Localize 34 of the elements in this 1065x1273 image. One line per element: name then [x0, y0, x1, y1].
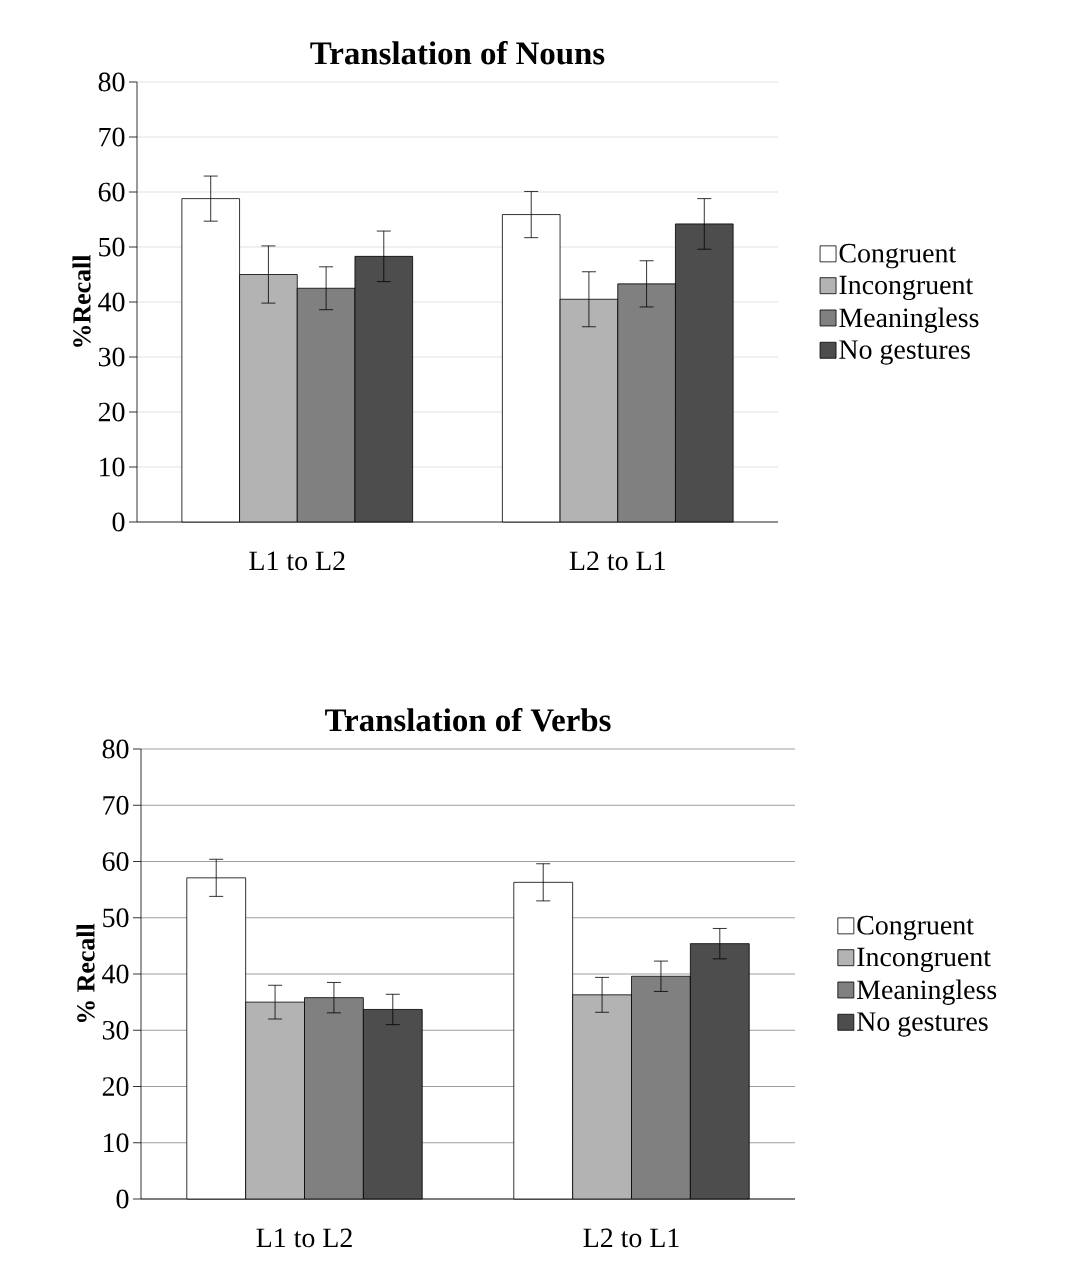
x-tick-label: L1 to L2	[249, 551, 345, 571]
chart-title: Translation of Nouns	[310, 40, 605, 65]
y-tick-label: 50	[103, 908, 129, 928]
y-tick-label: 50	[99, 237, 125, 257]
y-tick-label: 60	[98, 182, 125, 202]
y-tick-label: 10	[104, 1133, 129, 1153]
legend-label: Meaningless	[839, 307, 979, 333]
y-tick-label: 20	[102, 1077, 129, 1096]
y-tick-label: 10	[100, 457, 125, 477]
y-tick-label: 0	[112, 512, 125, 532]
legend-label: Congruent	[857, 915, 974, 941]
legend-label: Incongruent	[839, 275, 974, 301]
x-tick-label: L1 to L2	[256, 1228, 352, 1248]
y-tick-label: 30	[102, 1020, 129, 1040]
legend-label: Congruent	[839, 243, 957, 269]
legend-label: Meaningless	[857, 979, 997, 1005]
x-tick-label: L2 to L1	[583, 1228, 679, 1248]
y-tick-label: 80	[102, 739, 129, 759]
y-tick-label: 70	[99, 127, 125, 147]
y-tick-label: 70	[103, 795, 129, 815]
y-tick-label: 20	[98, 402, 125, 422]
chart-title: Translation of Verbs	[325, 707, 611, 732]
legend-label: No gestures	[857, 1012, 988, 1037]
legend-label: No gestures	[839, 340, 970, 365]
y-tick-label: 40	[98, 292, 125, 312]
y-tick-label: 0	[116, 1189, 129, 1209]
legend-label: Incongruent	[857, 947, 991, 973]
x-tick-label: L2 to L1	[569, 551, 665, 571]
y-tick-label: 40	[102, 964, 129, 984]
y-axis-title: %Recall	[72, 254, 91, 347]
y-axis-title: % Recall	[76, 923, 95, 1023]
y-tick-label: 60	[102, 852, 129, 871]
y-tick-label: 30	[98, 347, 125, 367]
y-tick-label: 80	[98, 72, 125, 92]
